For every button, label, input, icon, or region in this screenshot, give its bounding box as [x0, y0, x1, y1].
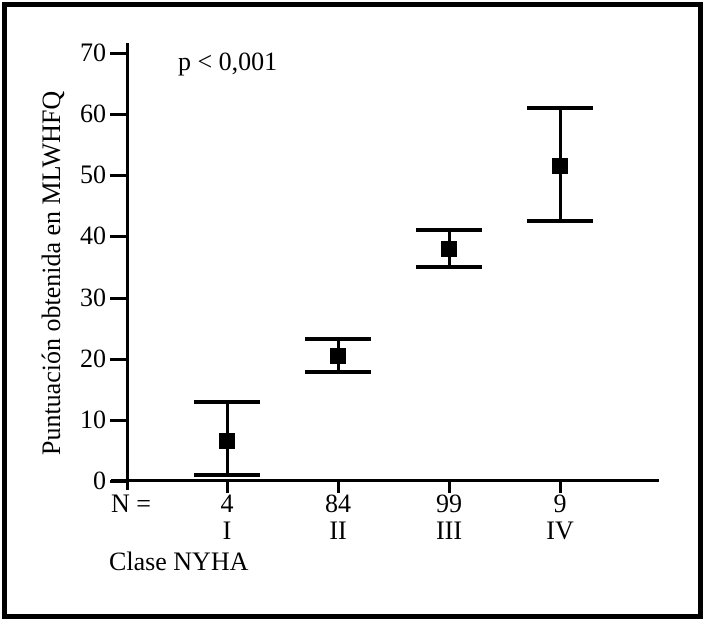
error-bar-cap-bottom: [194, 473, 260, 477]
n-equals-label: N =: [111, 489, 151, 518]
n-value: 4: [220, 489, 234, 518]
mean-marker-square: [219, 433, 235, 449]
error-bar-cap-top: [527, 106, 593, 110]
n-value: 9: [553, 489, 567, 518]
y-tick-label: 20: [80, 344, 106, 373]
x-axis-label: Clase NYHA: [109, 547, 249, 576]
category-label: I: [222, 516, 232, 545]
y-tick-label: 0: [93, 466, 106, 495]
x-tick-mark: [226, 481, 229, 493]
category-label: II: [329, 516, 347, 545]
y-tick-mark: [110, 174, 127, 177]
x-axis-line: [111, 479, 659, 482]
error-bar-cap-bottom: [305, 370, 371, 374]
y-tick-label: 50: [80, 160, 106, 189]
mean-marker-square: [441, 241, 457, 257]
mean-marker-square: [330, 348, 346, 364]
p-value-annotation: p < 0,001: [178, 47, 278, 76]
y-axis-label: Puntuación obtenida en MLWHFQ: [37, 90, 66, 455]
n-value: 99: [436, 489, 462, 518]
y-tick-label: 60: [80, 99, 106, 128]
y-tick-label: 10: [80, 405, 106, 434]
x-tick-mark: [448, 481, 451, 493]
y-tick-mark: [110, 52, 127, 55]
error-bar-cap-bottom: [416, 265, 482, 269]
category-label: IV: [546, 516, 574, 545]
error-bar-cap-top: [194, 400, 260, 404]
y-tick-mark: [110, 358, 127, 361]
error-bar-cap-bottom: [527, 219, 593, 223]
y-tick-label: 30: [80, 283, 106, 312]
y-tick-mark: [110, 113, 127, 116]
error-bar-cap-top: [416, 228, 482, 232]
x-tick-mark: [337, 481, 340, 493]
y-axis-line: [126, 43, 129, 490]
y-tick-mark: [110, 235, 127, 238]
y-tick-mark: [110, 480, 127, 483]
y-tick-label: 70: [80, 38, 106, 67]
y-tick-mark: [110, 419, 127, 422]
y-tick-mark: [110, 297, 127, 300]
error-bar-cap-top: [305, 337, 371, 341]
category-label: III: [436, 516, 462, 545]
mean-marker-square: [552, 158, 568, 174]
y-tick-label: 40: [80, 221, 106, 250]
x-tick-mark: [559, 481, 562, 493]
n-value: 84: [325, 489, 351, 518]
